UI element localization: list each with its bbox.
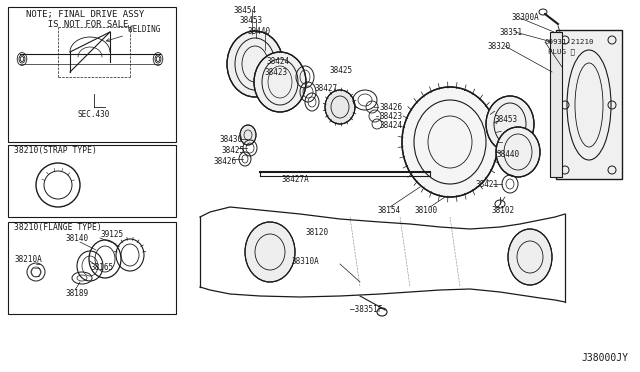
Text: 38210(STRAP TYPE): 38210(STRAP TYPE): [14, 145, 97, 154]
Text: 38165: 38165: [90, 263, 113, 273]
Ellipse shape: [496, 127, 540, 177]
Text: 38425: 38425: [330, 65, 353, 74]
Text: ―38351F: ―38351F: [350, 305, 382, 314]
Text: 38100: 38100: [415, 205, 438, 215]
Text: 38351: 38351: [500, 28, 523, 36]
Ellipse shape: [508, 229, 552, 285]
Text: 38453: 38453: [240, 16, 263, 25]
Text: SEC.430: SEC.430: [78, 109, 110, 119]
Text: 38424: 38424: [380, 121, 403, 129]
Text: 38310A: 38310A: [292, 257, 320, 266]
Text: 38440: 38440: [497, 150, 520, 158]
Ellipse shape: [240, 125, 256, 145]
Text: PLUG ①: PLUG ①: [548, 49, 575, 55]
Text: IS NOT FOR SALE.: IS NOT FOR SALE.: [36, 19, 133, 29]
Text: 38453: 38453: [495, 115, 518, 124]
Text: 38421: 38421: [476, 180, 499, 189]
Ellipse shape: [227, 31, 283, 97]
Text: 38454: 38454: [233, 6, 256, 15]
Text: 38440: 38440: [248, 26, 271, 35]
Text: 39125: 39125: [100, 230, 123, 238]
Text: 38425: 38425: [221, 145, 244, 154]
Text: 38320: 38320: [488, 42, 511, 51]
Text: 38426: 38426: [214, 157, 237, 166]
Text: 38423: 38423: [380, 112, 403, 121]
Text: 38102: 38102: [492, 205, 515, 215]
Text: 38140: 38140: [65, 234, 88, 243]
Text: 38427: 38427: [315, 83, 338, 93]
Bar: [8, 7, 176, 142]
Text: 38300A: 38300A: [512, 13, 540, 22]
Text: 38154: 38154: [378, 205, 401, 215]
Text: NOTE; FINAL DRIVE ASSY: NOTE; FINAL DRIVE ASSY: [26, 10, 144, 19]
Text: 38210A: 38210A: [14, 256, 42, 264]
FancyBboxPatch shape: [556, 30, 622, 179]
Text: 38430: 38430: [220, 135, 243, 144]
Text: 38424: 38424: [267, 57, 290, 65]
Text: 38423: 38423: [265, 67, 288, 77]
Text: J38000JY: J38000JY: [581, 353, 628, 363]
Ellipse shape: [245, 222, 295, 282]
Ellipse shape: [402, 87, 498, 197]
Text: 38120: 38120: [306, 228, 329, 237]
Ellipse shape: [486, 96, 534, 152]
Text: 38210(FLANGE TYPE): 38210(FLANGE TYPE): [14, 222, 102, 231]
Bar: [8, 222, 176, 314]
Ellipse shape: [325, 90, 355, 124]
Text: 00931-21210: 00931-21210: [545, 39, 595, 45]
Bar: [550, 32, 562, 177]
Text: 38189: 38189: [65, 289, 88, 298]
Text: WELDING: WELDING: [106, 25, 161, 42]
Ellipse shape: [254, 52, 306, 112]
Text: 38427A: 38427A: [282, 174, 310, 183]
Text: 38426: 38426: [380, 103, 403, 112]
Bar: [8, 145, 176, 217]
